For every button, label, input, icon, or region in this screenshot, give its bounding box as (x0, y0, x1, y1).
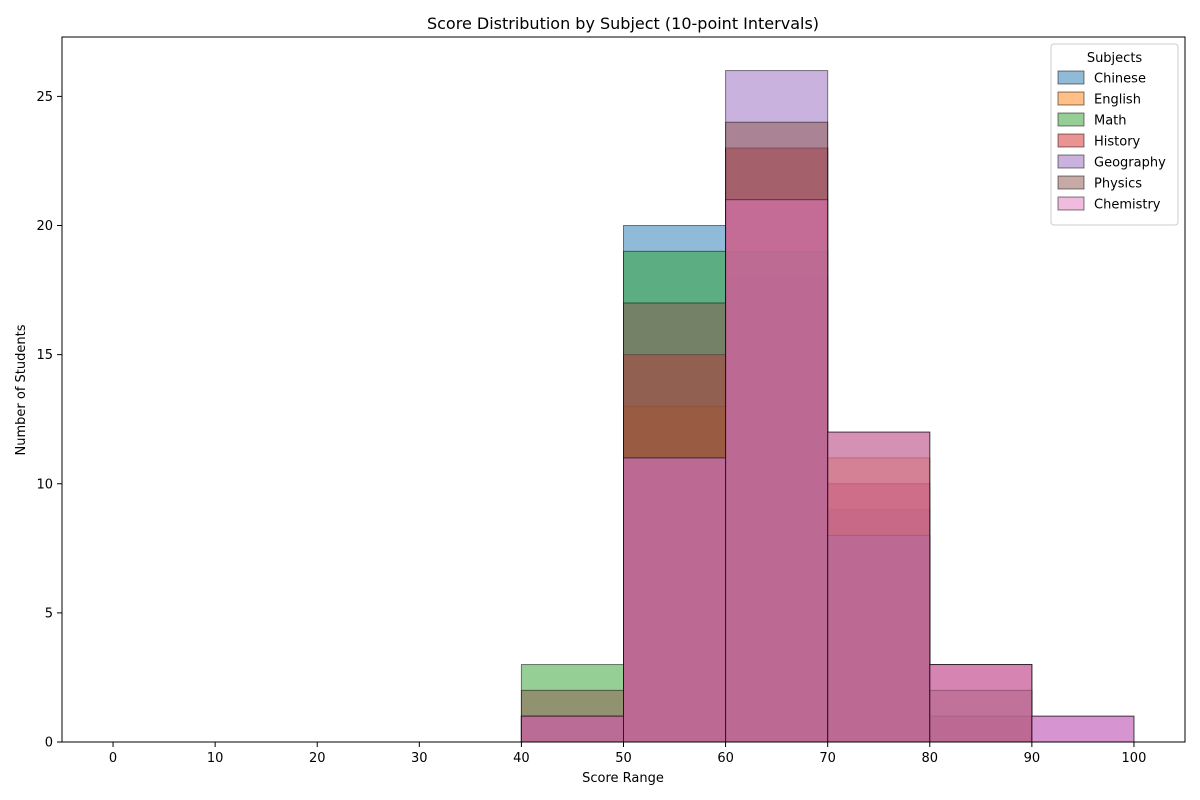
legend-swatch-physics (1057, 175, 1085, 190)
y-tick-label: 15 (36, 348, 53, 363)
legend-swatch-english (1057, 91, 1085, 106)
legend-swatch-history (1057, 133, 1085, 148)
legend-label-chinese: Chinese (1094, 72, 1146, 87)
legend-swatch-chemistry (1057, 196, 1085, 211)
bars-layer (520, 70, 1135, 743)
legend-label-physics: Physics (1094, 177, 1142, 192)
bar-chemistry-bin-70 (827, 431, 931, 743)
y-tick-label: 5 (45, 606, 53, 621)
y-tick-label: 10 (36, 477, 53, 492)
x-tick-label: 50 (615, 751, 632, 766)
y-tick-label: 0 (45, 736, 53, 751)
legend-title: Subjects (1087, 51, 1143, 66)
x-tick-label: 60 (717, 751, 734, 766)
bar-chemistry-bin-90 (1031, 715, 1135, 743)
legend-swatch-chinese (1057, 70, 1085, 85)
chart-title: Score Distribution by Subject (10-point … (427, 14, 819, 33)
x-tick-label: 70 (819, 751, 836, 766)
legend-label-math: Math (1094, 114, 1127, 129)
legend-label-history: History (1094, 135, 1141, 150)
y-tick-label: 25 (36, 90, 53, 105)
x-tick-label: 100 (1122, 751, 1147, 766)
x-tick-label: 10 (207, 751, 224, 766)
x-tick-label: 90 (1024, 751, 1041, 766)
x-tick-label: 40 (513, 751, 530, 766)
legend-label-english: English (1094, 93, 1141, 108)
legend: Subjects Chinese English Math History Geograp… (1050, 43, 1179, 226)
y-tick-label: 20 (36, 219, 53, 234)
legend-swatch-geography (1057, 154, 1085, 169)
legend-label-geography: Geography (1094, 156, 1166, 171)
y-axis-label: Number of Students (14, 324, 29, 455)
axes-layer: 0 10 20 30 40 50 60 70 80 90 100 0 5 10 15 20 25 (36, 36, 1186, 766)
bar-chemistry-bin-40 (520, 715, 625, 743)
bar-chemistry-bin-80 (929, 664, 1033, 743)
x-tick-label: 0 (109, 751, 117, 766)
x-tick-label: 20 (309, 751, 326, 766)
bar-chemistry-bin-50 (623, 457, 727, 743)
bar-chemistry-bin-60 (725, 199, 829, 743)
legend-swatch-math (1057, 112, 1085, 127)
x-tick-label: 30 (411, 751, 428, 766)
x-axis-label: Score Range (582, 771, 664, 786)
legend-label-chemistry: Chemistry (1094, 198, 1161, 213)
x-tick-label: 80 (921, 751, 938, 766)
